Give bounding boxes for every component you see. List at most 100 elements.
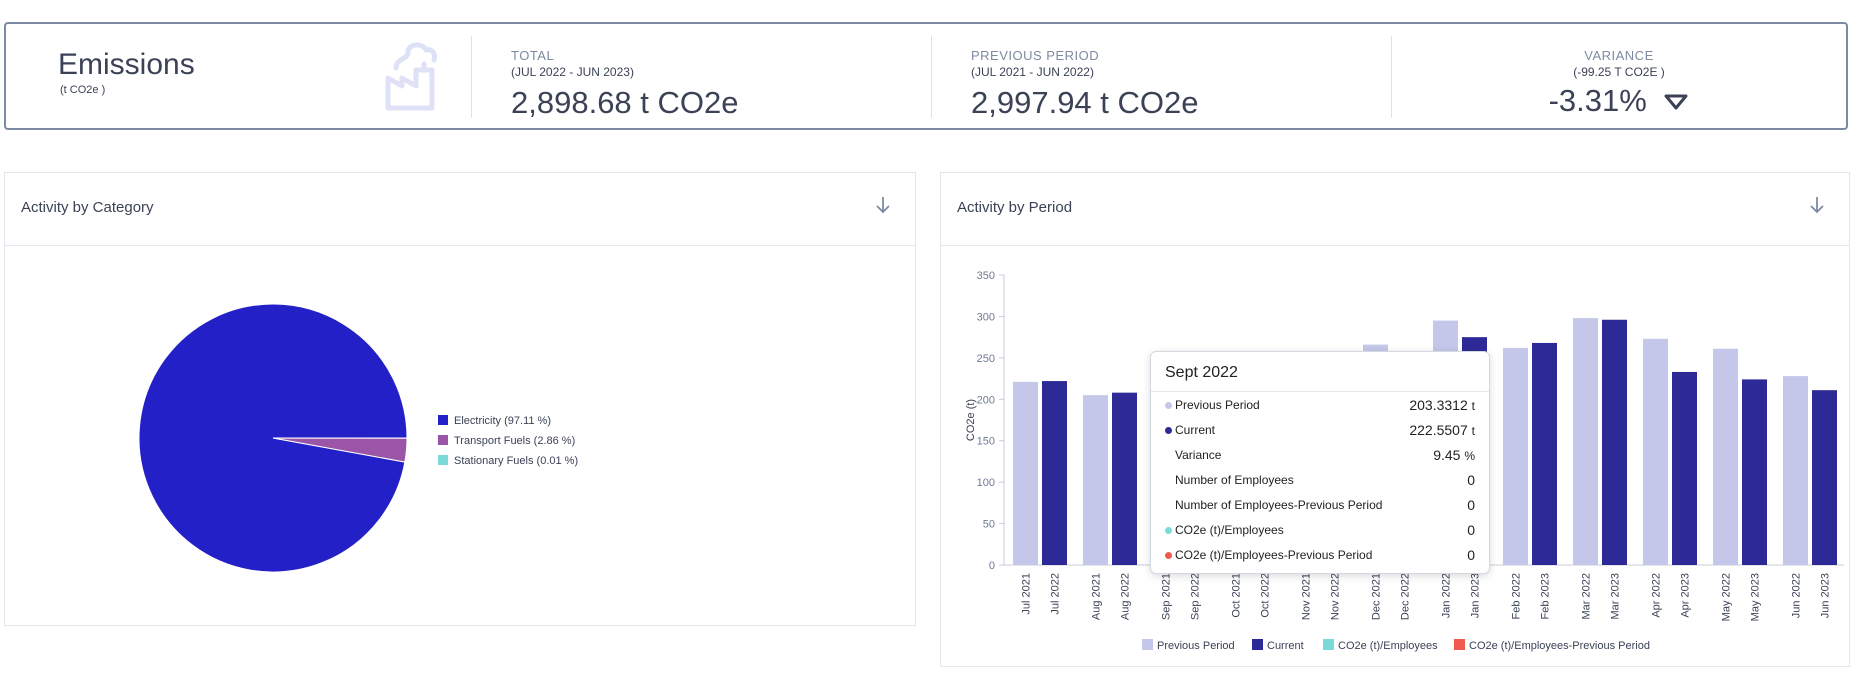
x-tick-label: Sep 2021: [1161, 573, 1173, 620]
tooltip-row: Number of Employees-Previous Period 0: [1165, 495, 1475, 515]
bar: [1713, 348, 1738, 565]
legend-label: Previous Period: [1157, 640, 1235, 652]
y-tick-label: 350: [977, 270, 995, 282]
y-axis-label: CO2e (t): [965, 399, 977, 441]
legend-swatch: [1323, 639, 1334, 650]
x-tick-label: Dec 2021: [1371, 573, 1383, 620]
legend-label: CO2e (t)/Employees-Previous Period: [1469, 640, 1650, 652]
series-dot-icon: [1165, 552, 1172, 559]
x-tick-label: May 2022: [1721, 573, 1733, 621]
bar: [1643, 338, 1668, 565]
kpi-previous-section: PREVIOUS PERIOD (JUL 2021 - JUN 2022) 2,…: [971, 48, 1391, 152]
y-tick-label: 50: [983, 519, 995, 531]
activity-by-category-card: Activity by Category Electricity (97.11 …: [4, 172, 916, 626]
tooltip-row-unit: t: [1471, 424, 1475, 438]
legend-swatch: [438, 435, 448, 445]
x-tick-label: Jan 2023: [1470, 573, 1482, 618]
tooltip-row-value: 0: [1467, 547, 1475, 563]
bar: [1532, 342, 1557, 565]
x-tick-label: May 2023: [1750, 573, 1762, 621]
bar: [1503, 347, 1528, 565]
legend-swatch: [1142, 639, 1153, 650]
bar: [1573, 318, 1598, 565]
tooltip-row: Variance 9.45 %: [1165, 445, 1475, 465]
bar: [1083, 395, 1108, 565]
x-tick-label: Oct 2021: [1231, 573, 1243, 618]
tooltip-row-value: 222.5507 t: [1409, 422, 1475, 438]
arrow-down-icon: [1810, 197, 1824, 214]
x-tick-label: Apr 2023: [1680, 573, 1692, 618]
legend-swatch: [438, 415, 448, 425]
x-tick-label: Jul 2022: [1050, 573, 1062, 615]
download-button[interactable]: [875, 195, 891, 220]
legend-swatch: [1454, 639, 1465, 650]
legend-label: Stationary Fuels (0.01 %): [454, 455, 578, 467]
kpi-title-section: Emissions (t CO2e ): [6, 24, 471, 128]
tooltip-row: Previous Period 203.3312 t: [1165, 395, 1475, 415]
x-tick-label: Feb 2022: [1511, 573, 1523, 619]
x-tick-label: Mar 2022: [1581, 573, 1593, 619]
bar: [1672, 371, 1697, 565]
legend-label: Transport Fuels (2.86 %): [454, 435, 575, 447]
kpi-prev-value: 2,997.94 t CO2e: [971, 85, 1199, 120]
kpi-summary-bar: Emissions (t CO2e ) TOTAL (JUL 2022 - JU…: [4, 22, 1848, 130]
tooltip-row: Number of Employees 0: [1165, 470, 1475, 490]
download-button[interactable]: [1809, 195, 1825, 220]
tooltip-row-name: CO2e (t)/Employees-Previous Period: [1175, 548, 1373, 562]
bar: [1742, 379, 1767, 565]
bar: [1112, 392, 1137, 565]
x-tick-label: Mar 2023: [1610, 573, 1622, 619]
kpi-unit: (t CO2e ): [60, 84, 106, 96]
kpi-total-section: TOTAL (JUL 2022 - JUN 2023) 2,898.68 t C…: [511, 48, 931, 152]
x-tick-label: Apr 2022: [1651, 573, 1663, 618]
tooltip-row: CO2e (t)/Employees-Previous Period 0: [1165, 545, 1475, 565]
chart-tooltip: Sept 2022 Previous Period 203.3312 t Curre…: [1150, 351, 1490, 574]
series-dot-icon: [1165, 527, 1172, 534]
tooltip-row-name: Variance: [1175, 448, 1222, 462]
bar: [1812, 390, 1837, 565]
x-tick-label: Aug 2021: [1091, 573, 1103, 620]
bar: [1013, 381, 1038, 565]
tooltip-row: Current 222.5507 t: [1165, 420, 1475, 440]
category-pie-chart: Electricity (97.11 %) Transport Fuels (2.…: [138, 303, 578, 573]
card-title: Activity by Period: [957, 199, 1073, 216]
x-tick-label: Oct 2022: [1260, 573, 1272, 618]
tooltip-row: CO2e (t)/Employees 0: [1165, 520, 1475, 540]
y-tick-label: 100: [977, 477, 995, 489]
tooltip-row-name: Current: [1175, 423, 1216, 437]
factory-icon: [385, 42, 437, 111]
series-dot-icon: [1165, 402, 1172, 409]
y-tick-label: 300: [977, 311, 995, 323]
tooltip-row-value: 0: [1467, 522, 1475, 538]
bar: [1783, 376, 1808, 565]
kpi-var-label: VARIANCE: [1584, 48, 1654, 63]
kpi-prev-range: (JUL 2021 - JUN 2022): [971, 65, 1094, 79]
x-tick-label: Sep 2022: [1190, 573, 1202, 620]
legend-label: CO2e (t)/Employees: [1338, 640, 1438, 652]
tooltip-row-name: Previous Period: [1175, 398, 1260, 412]
y-tick-label: 150: [977, 436, 995, 448]
kpi-variance-section: VARIANCE (-99.25 T CO2E ) -3.31%: [1392, 48, 1846, 152]
tooltip-row-value: 203.3312 t: [1409, 397, 1475, 413]
tooltip-row-unit: t: [1471, 399, 1475, 413]
kpi-variance-row: -3.31%: [1392, 83, 1846, 119]
tooltip-row-name: Number of Employees: [1175, 473, 1294, 487]
triangle-down-icon: [1664, 94, 1688, 110]
y-tick-label: 250: [977, 353, 995, 365]
y-tick-label: 0: [989, 560, 995, 572]
kpi-total-value: 2,898.68 t CO2e: [511, 85, 739, 120]
kpi-var-value: -3.31%: [1548, 83, 1647, 118]
kpi-total-range: (JUL 2022 - JUN 2023): [511, 65, 634, 79]
kpi-var-sub: (-99.25 T CO2E ): [1573, 65, 1665, 79]
legend-swatch: [1252, 639, 1263, 650]
tooltip-row-name: Number of Employees-Previous Period: [1175, 498, 1383, 512]
tooltip-row-value: 9.45 %: [1433, 447, 1475, 463]
x-tick-label: Dec 2022: [1400, 573, 1412, 620]
x-tick-label: Aug 2022: [1120, 573, 1132, 620]
tooltip-row-name: CO2e (t)/Employees: [1175, 523, 1284, 537]
x-tick-label: Jun 2022: [1791, 573, 1803, 618]
kpi-prev-label: PREVIOUS PERIOD: [971, 48, 1100, 63]
x-tick-label: Nov 2021: [1301, 573, 1313, 620]
x-tick-label: Jan 2022: [1441, 573, 1453, 618]
legend-swatch: [438, 455, 448, 465]
